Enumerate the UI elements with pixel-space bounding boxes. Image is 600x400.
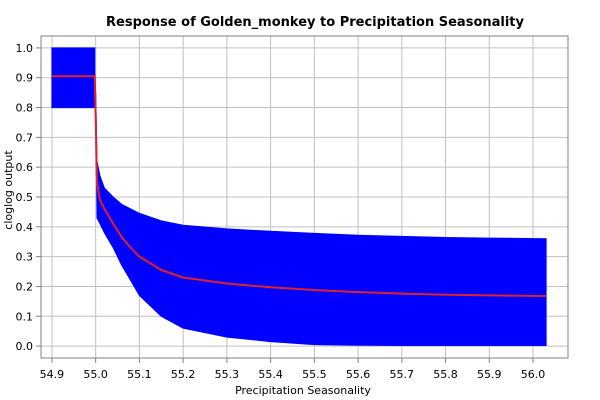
x-tick-label: 55.7 bbox=[390, 368, 415, 381]
x-tick-label: 55.8 bbox=[433, 368, 458, 381]
x-tick-label: 55.5 bbox=[302, 368, 327, 381]
y-tick-label: 1.0 bbox=[16, 42, 34, 55]
y-tick-label: 0.8 bbox=[16, 102, 34, 115]
x-tick-label: 55.6 bbox=[346, 368, 371, 381]
x-tick-label: 55.4 bbox=[258, 368, 283, 381]
y-axis-ticks: 0.0 0.1 0.2 0.3 0.4 0.5 0.6 0.7 0.8 0.9 1.0 bbox=[16, 42, 41, 353]
mean-response-polyline bbox=[51, 75, 547, 297]
x-axis-label: Precipitation Seasonality bbox=[235, 384, 371, 397]
x-tick-label: 54.9 bbox=[40, 368, 65, 381]
mean-response-line bbox=[51, 75, 547, 297]
y-tick-label: 0.5 bbox=[16, 191, 34, 204]
chart-title: Response of Golden_monkey to Precipitati… bbox=[106, 15, 525, 30]
x-tick-label: 55.9 bbox=[477, 368, 502, 381]
y-tick-label: 0.3 bbox=[16, 251, 34, 264]
y-tick-label: 0.6 bbox=[16, 161, 34, 174]
confidence-band bbox=[51, 47, 547, 346]
x-tick-label: 55.1 bbox=[127, 368, 152, 381]
confidence-band-area bbox=[51, 47, 547, 346]
y-tick-label: 0.2 bbox=[16, 280, 34, 293]
x-tick-label: 55.0 bbox=[83, 368, 108, 381]
x-tick-label: 56.0 bbox=[521, 368, 546, 381]
x-axis-ticks: 54.9 55.0 55.1 55.2 55.3 55.4 55.5 55.6 55.7 55.8… bbox=[40, 358, 546, 381]
y-axis-label: cloglog output bbox=[2, 150, 15, 230]
x-tick-label: 55.3 bbox=[215, 368, 240, 381]
y-tick-label: 0.9 bbox=[16, 72, 34, 85]
y-tick-label: 0.7 bbox=[16, 131, 34, 144]
y-tick-label: 0.1 bbox=[16, 310, 34, 323]
y-tick-label: 0.4 bbox=[16, 221, 34, 234]
y-tick-label: 0.0 bbox=[16, 340, 34, 353]
x-tick-label: 55.2 bbox=[171, 368, 196, 381]
